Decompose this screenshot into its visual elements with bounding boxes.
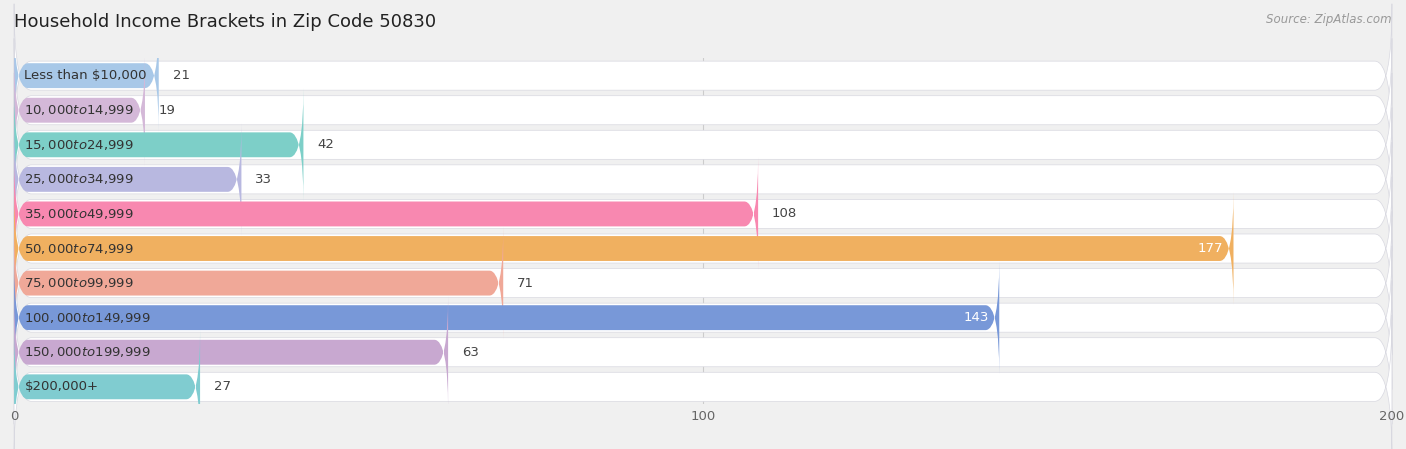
FancyBboxPatch shape xyxy=(14,88,304,202)
Text: $15,000 to $24,999: $15,000 to $24,999 xyxy=(24,138,134,152)
Text: $150,000 to $199,999: $150,000 to $199,999 xyxy=(24,345,150,359)
Text: 108: 108 xyxy=(772,207,797,220)
Text: $100,000 to $149,999: $100,000 to $149,999 xyxy=(24,311,150,325)
Text: 71: 71 xyxy=(517,277,534,290)
Text: 19: 19 xyxy=(159,104,176,117)
Text: 63: 63 xyxy=(463,346,479,359)
FancyBboxPatch shape xyxy=(14,107,1392,251)
FancyBboxPatch shape xyxy=(14,246,1392,390)
FancyBboxPatch shape xyxy=(14,123,242,236)
Text: $25,000 to $34,999: $25,000 to $34,999 xyxy=(24,172,134,186)
FancyBboxPatch shape xyxy=(14,4,1392,148)
FancyBboxPatch shape xyxy=(14,73,1392,217)
Text: Source: ZipAtlas.com: Source: ZipAtlas.com xyxy=(1267,13,1392,26)
FancyBboxPatch shape xyxy=(14,157,758,271)
Text: Household Income Brackets in Zip Code 50830: Household Income Brackets in Zip Code 50… xyxy=(14,13,436,31)
FancyBboxPatch shape xyxy=(14,295,449,409)
Text: $50,000 to $74,999: $50,000 to $74,999 xyxy=(24,242,134,255)
Text: $35,000 to $49,999: $35,000 to $49,999 xyxy=(24,207,134,221)
Text: 42: 42 xyxy=(318,138,335,151)
Text: 33: 33 xyxy=(256,173,273,186)
Text: 27: 27 xyxy=(214,380,231,393)
FancyBboxPatch shape xyxy=(14,53,145,167)
FancyBboxPatch shape xyxy=(14,176,1392,321)
FancyBboxPatch shape xyxy=(14,280,1392,424)
Text: 21: 21 xyxy=(173,69,190,82)
FancyBboxPatch shape xyxy=(14,192,1233,305)
FancyBboxPatch shape xyxy=(14,38,1392,182)
FancyBboxPatch shape xyxy=(14,142,1392,286)
FancyBboxPatch shape xyxy=(14,19,159,132)
FancyBboxPatch shape xyxy=(14,315,1392,449)
FancyBboxPatch shape xyxy=(14,226,503,340)
Text: Less than $10,000: Less than $10,000 xyxy=(24,69,146,82)
Text: $75,000 to $99,999: $75,000 to $99,999 xyxy=(24,276,134,290)
Text: $10,000 to $14,999: $10,000 to $14,999 xyxy=(24,103,134,117)
FancyBboxPatch shape xyxy=(14,261,1000,374)
FancyBboxPatch shape xyxy=(14,330,200,444)
Text: $200,000+: $200,000+ xyxy=(24,380,98,393)
Text: 143: 143 xyxy=(963,311,988,324)
Text: 177: 177 xyxy=(1198,242,1223,255)
FancyBboxPatch shape xyxy=(14,211,1392,355)
